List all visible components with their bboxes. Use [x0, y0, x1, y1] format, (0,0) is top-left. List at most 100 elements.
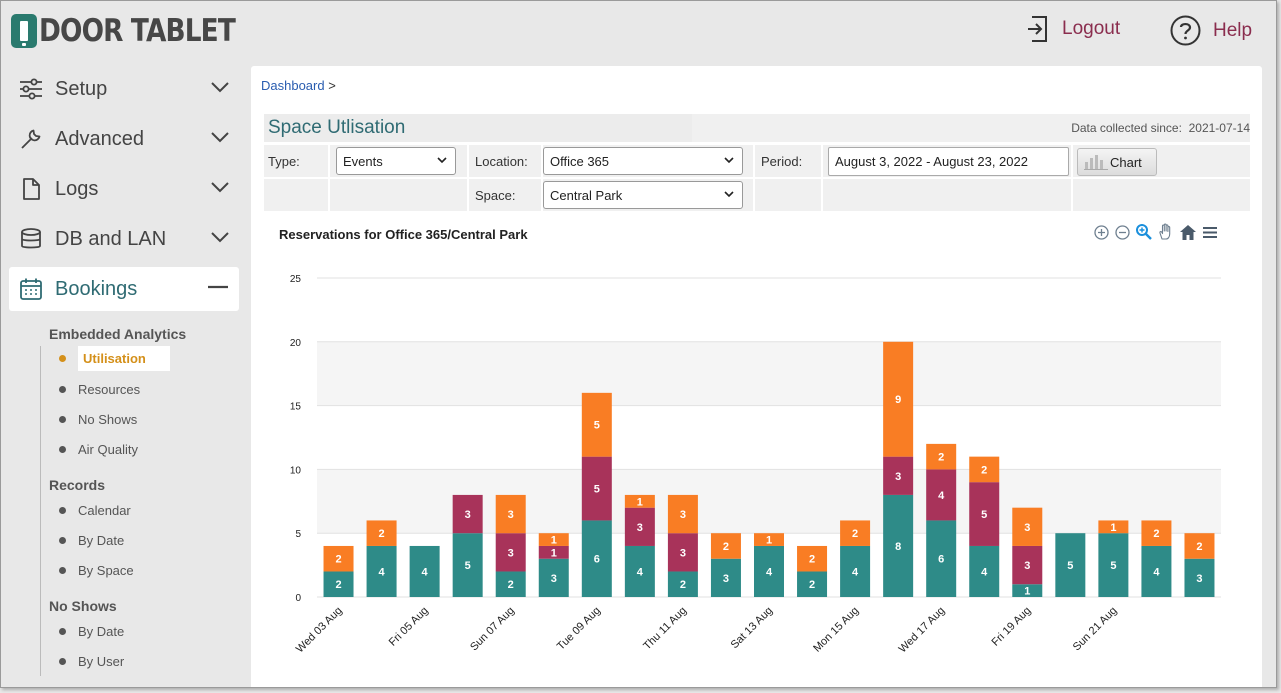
data-label: 2	[379, 528, 385, 540]
bar-chart-icon	[1084, 155, 1108, 170]
zoom-out-icon[interactable]	[1114, 224, 1131, 241]
chevron-down-icon	[437, 157, 447, 164]
breadcrumb: Dashboard >	[261, 78, 336, 93]
sidebar-subitem-calendar[interactable]: Calendar	[49, 503, 131, 518]
file-icon	[23, 178, 40, 200]
bar-segment	[538, 558, 569, 597]
bar-segment	[581, 456, 612, 521]
x-tick-label: Fri 05 Aug	[387, 605, 431, 649]
filter-bar: Type: Events Location: Office 365 Period…	[264, 145, 1250, 211]
sidebar-item-advanced[interactable]: Advanced	[9, 117, 239, 161]
sidebar-item-setup[interactable]: Setup	[9, 67, 239, 111]
subitem-label: Utilisation	[78, 346, 170, 371]
data-label: 3	[680, 547, 686, 559]
data-label: 2	[508, 579, 514, 591]
data-label: 1	[766, 535, 772, 547]
bar-segment	[1012, 584, 1043, 597]
y-tick-label: 10	[290, 465, 302, 476]
bar-segment	[1098, 533, 1129, 597]
bullet-icon	[59, 628, 66, 635]
bar-segment	[495, 533, 526, 572]
bullet-icon	[59, 658, 66, 665]
sidebar-item-bookings[interactable]: Bookings	[9, 267, 239, 311]
bullet-icon	[59, 386, 66, 393]
menu-icon[interactable]	[1201, 224, 1219, 241]
x-tick-label: Wed 17 Aug	[897, 605, 948, 656]
bullet-icon	[59, 507, 66, 514]
data-label: 4	[422, 566, 429, 578]
bar-segment	[1184, 533, 1215, 559]
data-label: 2	[1196, 541, 1202, 553]
home-reset-icon[interactable]	[1179, 224, 1197, 241]
sidebar-item-label: Setup	[55, 78, 108, 100]
bullet-icon	[59, 355, 66, 362]
help-link[interactable]: Help	[1170, 15, 1252, 46]
bar-segment	[538, 545, 569, 559]
wrench-icon	[21, 129, 41, 149]
x-tick-label: Tue 09 Aug	[555, 605, 603, 653]
data-label: 2	[335, 554, 341, 566]
zoom-in-icon[interactable]	[1093, 224, 1110, 241]
door-tablet-logo[interactable]: DOOR TABLET	[11, 13, 270, 49]
logout-icon	[1028, 16, 1047, 42]
sidebar-item-label: Logs	[55, 178, 99, 200]
bar-segment	[581, 520, 612, 597]
data-label: 5	[1110, 560, 1116, 572]
y-tick-label: 5	[295, 529, 301, 540]
bar-segment	[409, 545, 440, 597]
zoom-select-icon[interactable]	[1135, 223, 1153, 241]
data-label: 4	[637, 566, 644, 578]
sidebar-item-logs[interactable]: Logs	[9, 167, 239, 211]
sidebar-subitem-no-shows-by-user[interactable]: By User	[49, 654, 124, 669]
data-label: 8	[895, 541, 901, 553]
sidebar-subitem-air-quality[interactable]: Air Quality	[49, 442, 138, 457]
data-label: 3	[637, 522, 643, 534]
data-label: 3	[895, 471, 901, 483]
chart-button[interactable]: Chart	[1077, 148, 1157, 176]
sidebar-subitem-no-shows[interactable]: No Shows	[49, 412, 137, 427]
title-bar: Space Utlisation Data collected since: 2…	[264, 114, 1250, 142]
x-tick-label: Sun 07 Aug	[468, 605, 517, 654]
bar-segment	[754, 545, 784, 597]
breadcrumb-dashboard-link[interactable]: Dashboard	[261, 78, 325, 93]
grid-band	[317, 341, 1221, 406]
data-label: 4	[981, 566, 988, 578]
type-select[interactable]: Events	[336, 147, 456, 175]
sidebar-subitem-utilisation[interactable]: Utilisation	[49, 346, 170, 371]
bar-segment	[1055, 533, 1086, 597]
group-no-shows: No Shows	[49, 598, 117, 614]
y-tick-label: 25	[290, 274, 302, 285]
sliders-icon	[20, 78, 42, 100]
logout-link[interactable]: Logout	[1026, 15, 1120, 43]
sidebar-subitem-by-date[interactable]: By Date	[49, 533, 124, 548]
bar-segment	[366, 545, 397, 597]
sidebar-subitem-no-shows-by-date[interactable]: By Date	[49, 624, 124, 639]
space-select[interactable]: Central Park	[543, 181, 743, 209]
data-label: 6	[938, 554, 944, 566]
since-label: Data collected since:	[1071, 121, 1182, 135]
sidebar-item-label: Bookings	[55, 278, 138, 300]
sidebar-subitem-by-space[interactable]: By Space	[49, 563, 134, 578]
pan-hand-icon[interactable]	[1157, 223, 1175, 241]
bar-segment	[452, 494, 483, 534]
bullet-icon	[59, 416, 66, 423]
sidebar-item-db-and-lan[interactable]: DB and LAN	[9, 217, 239, 261]
bar-segment	[581, 392, 612, 457]
data-label: 6	[594, 554, 600, 566]
y-tick-label: 0	[295, 593, 301, 604]
x-tick-label: Fri 19 Aug	[989, 605, 1033, 649]
bar-segment	[797, 571, 828, 597]
main-panel: Dashboard > Space Utlisation Data collec…	[251, 66, 1262, 687]
data-label: 1	[1024, 586, 1030, 598]
subitem-label: By Date	[78, 533, 125, 548]
sidebar-subitem-resources[interactable]: Resources	[49, 382, 140, 397]
period-input[interactable]: August 3, 2022 - August 23, 2022	[828, 147, 1069, 176]
bar-segment	[323, 545, 354, 572]
location-select[interactable]: Office 365	[543, 147, 743, 175]
bar-segment	[667, 533, 698, 572]
bar-segment	[1184, 558, 1215, 597]
tree-line	[40, 346, 41, 676]
location-label: Location:	[475, 154, 528, 169]
data-label: 2	[981, 464, 987, 476]
data-label: 2	[938, 452, 944, 464]
